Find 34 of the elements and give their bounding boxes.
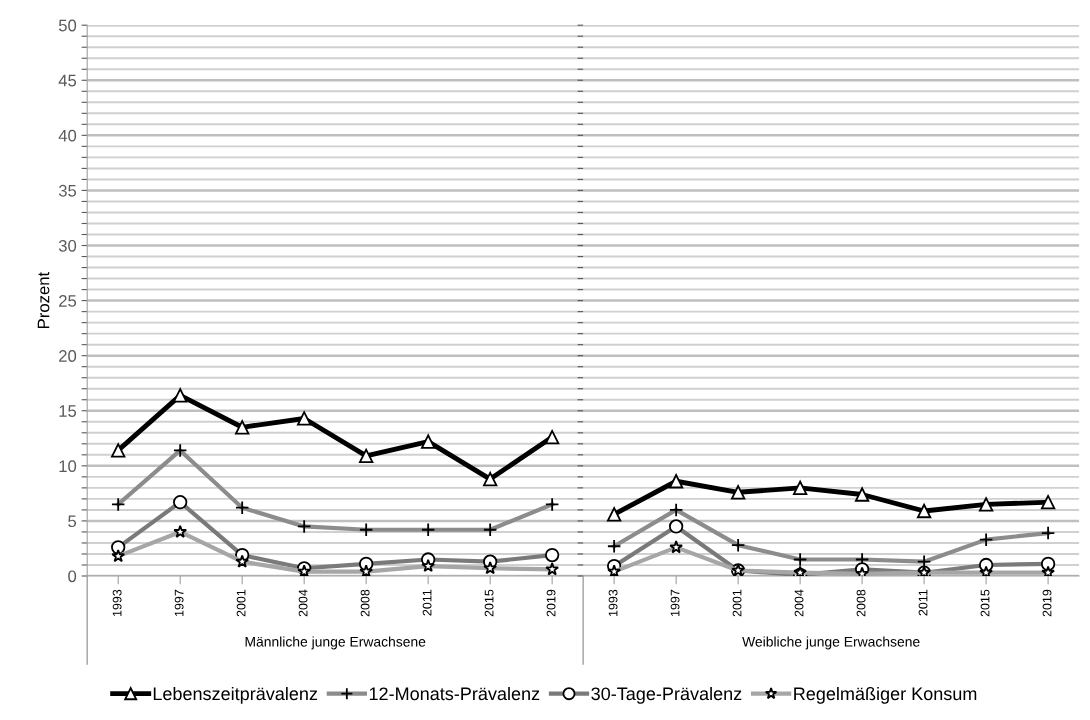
x-tick-label: 2001 (732, 589, 742, 617)
y-tick-label: 45 (58, 74, 77, 87)
y-tick-label: 5 (68, 515, 77, 528)
x-tick-label: 2004 (794, 589, 804, 617)
legend-label: 12-Monats-Prävalenz (369, 686, 540, 701)
x-tick-label: 2015 (484, 589, 494, 617)
y-axis-title: Prozent (37, 272, 50, 328)
x-tick-label: 2004 (298, 589, 308, 617)
x-tick-label: 2015 (980, 589, 990, 617)
x-tick-label: 2008 (360, 589, 370, 617)
legend-label: 30-Tage-Prävalenz (591, 686, 742, 704)
y-tick-label: 30 (58, 239, 77, 252)
y-tick-label: 0 (68, 570, 77, 583)
y-tick-label: 50 (58, 19, 77, 32)
x-tick-label: 2011 (918, 589, 928, 616)
x-tick-label: 2001 (236, 589, 246, 617)
x-tick-label: 2019 (1042, 589, 1052, 617)
x-axis-title: Männliche junge Erwachsene (245, 636, 426, 650)
y-tick-label: 25 (59, 295, 77, 307)
y-tick-label: 35 (58, 184, 77, 197)
x-tick-label: 2011 (422, 589, 432, 616)
legend-label: Lebenszeitprävalenz (153, 686, 318, 704)
x-tick-label: 1997 (670, 589, 680, 617)
y-tick-label: 10 (59, 460, 77, 473)
y-tick-label: 40 (58, 129, 77, 142)
legend-label: Regelmäßiger Konsum (794, 686, 977, 704)
x-tick-label: 1997 (174, 589, 184, 617)
y-tick-label: 15 (59, 405, 77, 417)
y-tick-label: 20 (59, 350, 77, 362)
x-tick-label: 1993 (608, 589, 618, 617)
x-axis-title: Weibliche junge Erwachsene (742, 636, 920, 650)
x-tick-label: 2008 (856, 589, 866, 617)
x-tick-label: 2019 (546, 589, 556, 617)
x-tick-label: 1993 (112, 589, 122, 617)
